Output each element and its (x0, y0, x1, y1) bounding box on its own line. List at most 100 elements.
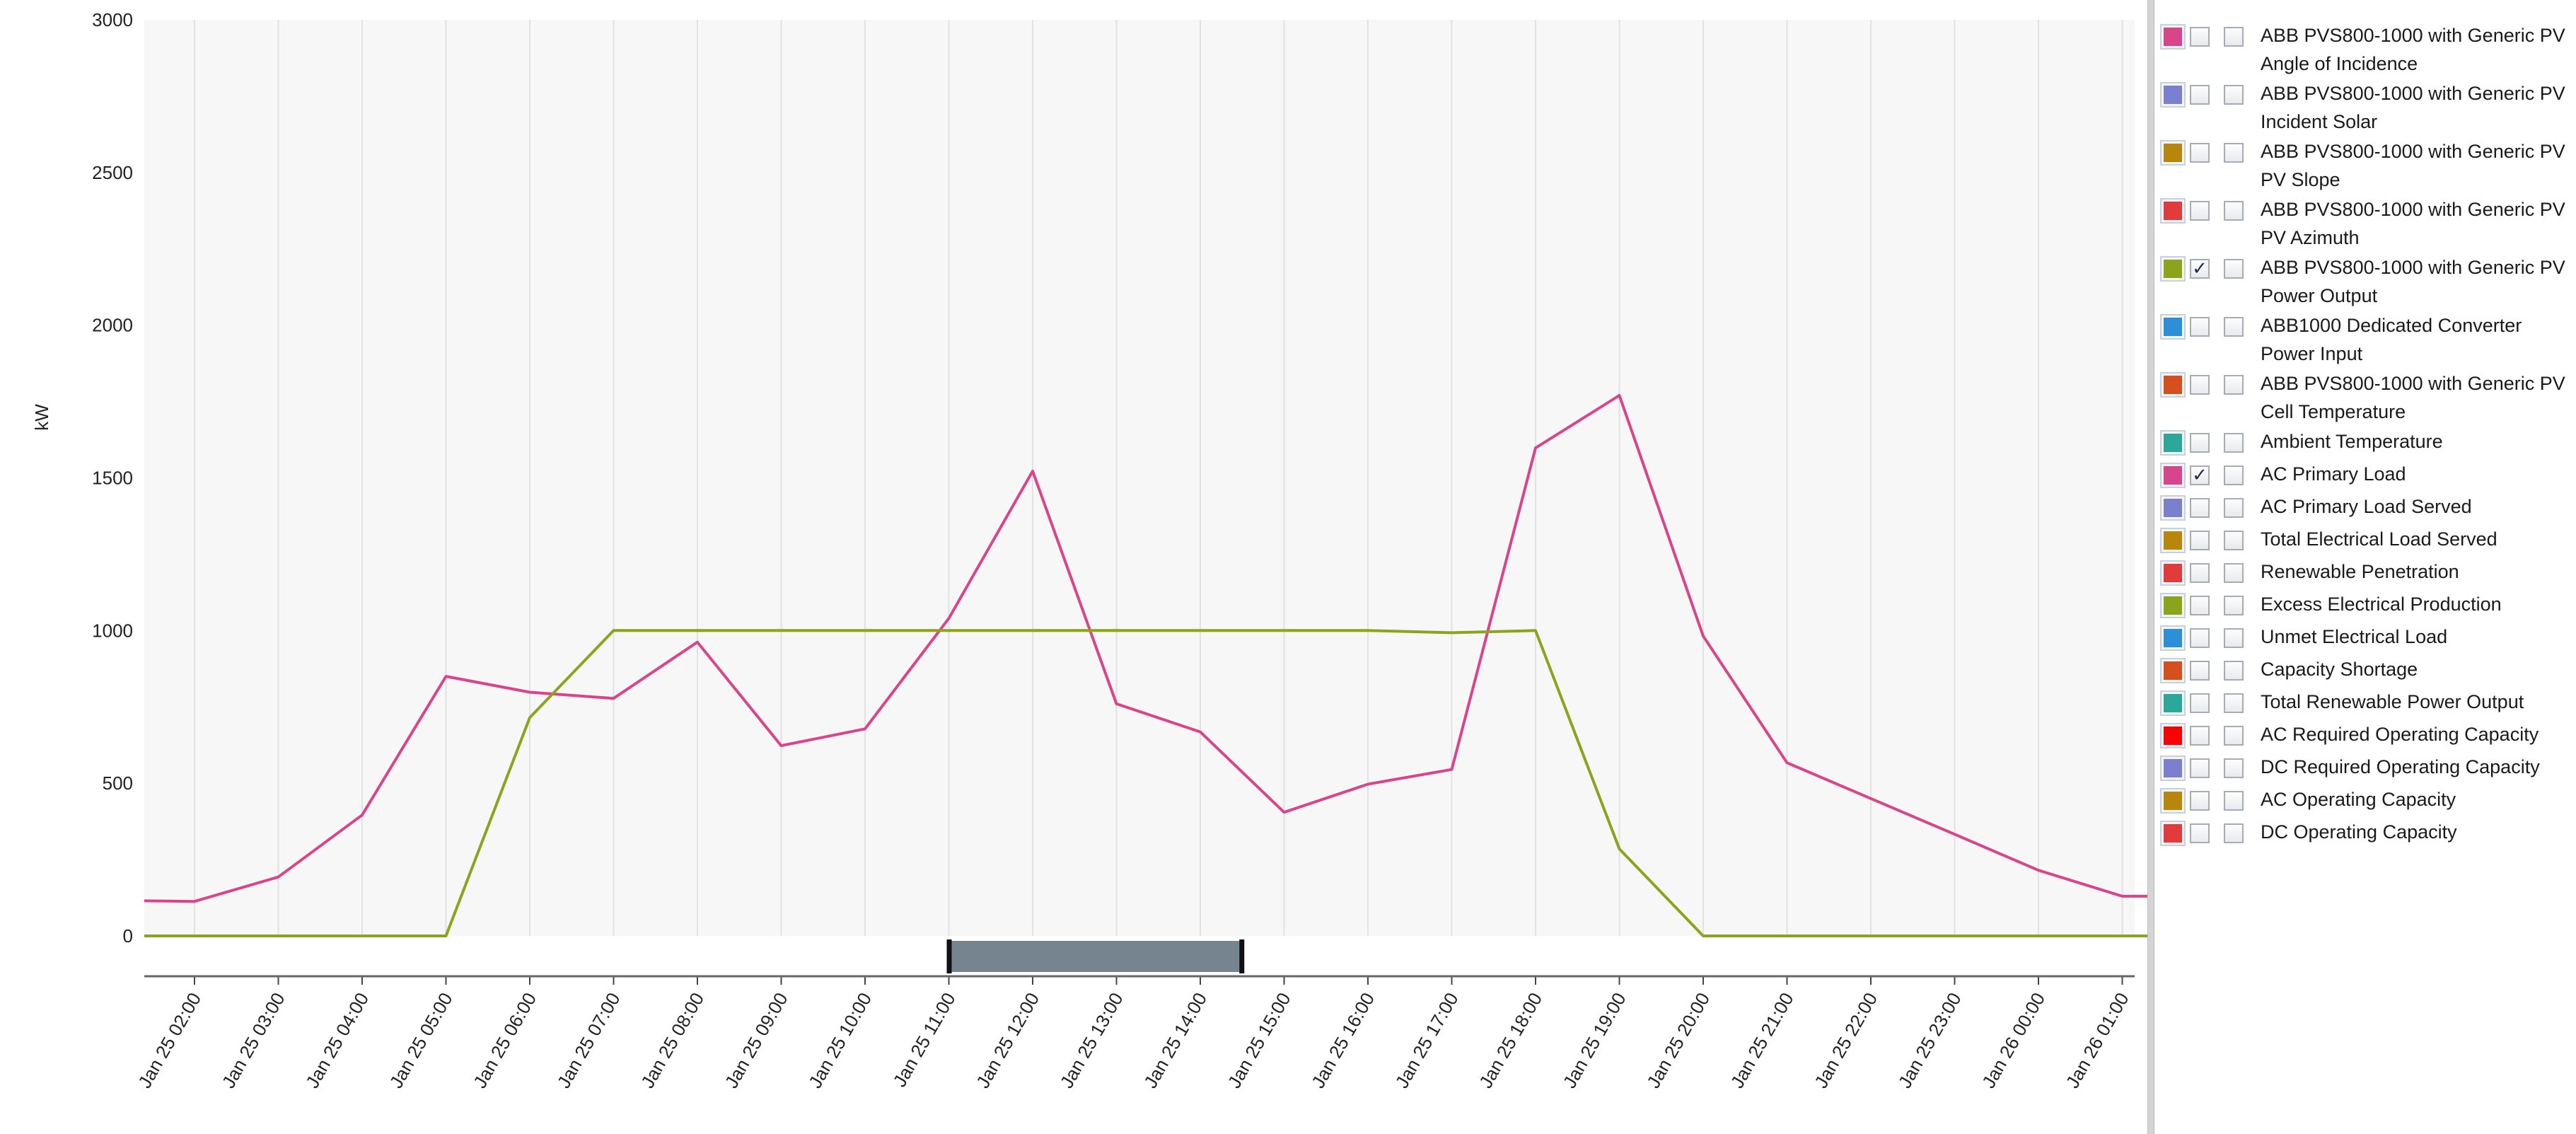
chart-area: Jan 25 02:00 Jan 25 03:00 Jan 25 04:00 Jan … (31, 9, 2147, 1092)
secondary-axis-checkbox[interactable] (2224, 465, 2244, 485)
y-tick-label: 1500 (92, 468, 133, 489)
legend-item-label: DC Required Operating Capacity (2261, 756, 2540, 777)
color-swatch-button[interactable] (2160, 788, 2186, 814)
color-swatch-button[interactable] (2160, 495, 2186, 521)
zoom-range-thumb[interactable] (948, 941, 1243, 972)
zoom-range-right-handle[interactable] (1239, 939, 1245, 973)
color-swatch-button[interactable] (2160, 256, 2186, 282)
series-visible-checkbox[interactable] (2190, 726, 2210, 746)
x-tick-label: Jan 26 00:00 (1978, 989, 2049, 1092)
color-swatch-button[interactable] (2160, 625, 2186, 651)
color-swatch (2164, 759, 2182, 777)
legend-item-label: AC Operating Capacity (2261, 789, 2456, 810)
series-visible-checkbox[interactable] (2190, 27, 2210, 47)
color-swatch-button[interactable] (2160, 314, 2186, 340)
legend-item-label: Total Electrical Load Served (2261, 528, 2497, 550)
secondary-axis-checkbox[interactable] (2224, 143, 2244, 163)
series-visible-checkbox[interactable] (2190, 791, 2210, 811)
x-tick-label: Jan 25 15:00 (1224, 989, 1295, 1092)
legend-item-label: ABB PVS800-1000 with Generic PV PV Azimu… (2261, 199, 2565, 248)
secondary-axis-checkbox[interactable] (2224, 317, 2244, 337)
color-swatch (2164, 824, 2182, 843)
color-swatch (2164, 564, 2182, 582)
color-swatch (2164, 202, 2182, 220)
secondary-axis-checkbox[interactable] (2224, 85, 2244, 105)
color-swatch-button[interactable] (2160, 82, 2186, 108)
panel-splitter[interactable] (2147, 0, 2154, 1134)
secondary-axis-checkbox[interactable] (2224, 726, 2244, 746)
color-swatch-button[interactable] (2160, 756, 2186, 781)
color-swatch-button[interactable] (2160, 372, 2186, 398)
color-swatch (2164, 376, 2182, 394)
legend-item-label: ABB PVS800-1000 with Generic PV Cell Tem… (2261, 373, 2565, 422)
legend-item-label: Renewable Penetration (2261, 561, 2459, 582)
series-visible-checkbox[interactable] (2190, 531, 2210, 550)
color-swatch-button[interactable] (2160, 463, 2186, 488)
series-visible-checkbox[interactable]: ✓ (2190, 259, 2210, 279)
secondary-axis-checkbox[interactable] (2224, 433, 2244, 453)
series-visible-checkbox[interactable] (2190, 498, 2210, 518)
series-visible-checkbox[interactable] (2190, 201, 2210, 221)
legend-item: Total Renewable Power Output (2160, 690, 2576, 723)
legend-item-label: AC Primary Load (2261, 463, 2406, 485)
secondary-axis-checkbox[interactable] (2224, 661, 2244, 681)
legend-item: AC Operating Capacity (2160, 788, 2576, 821)
y-tick-label: 2000 (92, 315, 133, 336)
color-swatch-button[interactable] (2160, 430, 2186, 456)
legend-item-label: Excess Electrical Production (2261, 594, 2502, 615)
series-visible-checkbox[interactable] (2190, 823, 2210, 843)
color-swatch-button[interactable] (2160, 821, 2186, 846)
color-swatch (2164, 727, 2182, 745)
series-visible-checkbox[interactable] (2190, 143, 2210, 163)
color-swatch-button[interactable] (2160, 690, 2186, 716)
series-visible-checkbox[interactable] (2190, 758, 2210, 778)
x-tick-label: Jan 25 20:00 (1642, 989, 1714, 1092)
zoom-range-left-handle[interactable] (946, 939, 952, 973)
color-swatch-button[interactable] (2160, 528, 2186, 553)
secondary-axis-checkbox[interactable] (2224, 791, 2244, 811)
series-visible-checkbox[interactable] (2190, 693, 2210, 713)
legend-item: ✓ ABB PVS800-1000 with Generic PV Power O… (2160, 256, 2576, 314)
secondary-axis-checkbox[interactable] (2224, 693, 2244, 713)
series-visible-checkbox[interactable] (2190, 375, 2210, 395)
series-visible-checkbox[interactable] (2190, 317, 2210, 337)
line-chart: Jan 25 02:00 Jan 25 03:00 Jan 25 04:00 Jan … (31, 9, 2147, 1092)
color-swatch (2164, 466, 2182, 485)
series-visible-checkbox[interactable] (2190, 433, 2210, 453)
x-tick-label: Jan 25 10:00 (804, 989, 876, 1092)
secondary-axis-checkbox[interactable] (2224, 628, 2244, 648)
legend-item-label: ABB PVS800-1000 with Generic PV Power Ou… (2261, 257, 2565, 306)
secondary-axis-checkbox[interactable] (2224, 27, 2244, 47)
secondary-axis-checkbox[interactable] (2224, 596, 2244, 615)
color-swatch (2164, 144, 2182, 162)
color-swatch-button[interactable] (2160, 140, 2186, 166)
secondary-axis-checkbox[interactable] (2224, 259, 2244, 279)
secondary-axis-checkbox[interactable] (2224, 201, 2244, 221)
color-swatch (2164, 629, 2182, 647)
legend-item: ABB PVS800-1000 with Generic PV Angle of… (2160, 24, 2576, 82)
secondary-axis-checkbox[interactable] (2224, 375, 2244, 395)
series-visible-checkbox[interactable] (2190, 628, 2210, 648)
series-visible-checkbox[interactable] (2190, 596, 2210, 615)
series-visible-checkbox[interactable] (2190, 563, 2210, 583)
secondary-axis-checkbox[interactable] (2224, 498, 2244, 518)
legend-panel: ABB PVS800-1000 with Generic PV Angle of… (2154, 0, 2576, 1134)
series-line-pv-power-output (144, 629, 2147, 937)
secondary-axis-checkbox[interactable] (2224, 531, 2244, 550)
legend-item: ABB PVS800-1000 with Generic PV PV Slope (2160, 140, 2576, 198)
color-swatch-button[interactable] (2160, 560, 2186, 586)
color-swatch-button[interactable] (2160, 658, 2186, 683)
color-swatch-button[interactable] (2160, 198, 2186, 224)
color-swatch-button[interactable] (2160, 723, 2186, 748)
series-visible-checkbox[interactable] (2190, 85, 2210, 105)
color-swatch-button[interactable] (2160, 24, 2186, 50)
legend-item-label: ABB1000 Dedicated Converter Power Input (2261, 315, 2522, 364)
secondary-axis-checkbox[interactable] (2224, 823, 2244, 843)
series-visible-checkbox[interactable] (2190, 661, 2210, 681)
secondary-axis-checkbox[interactable] (2224, 563, 2244, 583)
legend-item-label: DC Operating Capacity (2261, 821, 2457, 843)
color-swatch (2164, 531, 2182, 550)
secondary-axis-checkbox[interactable] (2224, 758, 2244, 778)
series-visible-checkbox[interactable]: ✓ (2190, 465, 2210, 485)
color-swatch-button[interactable] (2160, 593, 2186, 618)
